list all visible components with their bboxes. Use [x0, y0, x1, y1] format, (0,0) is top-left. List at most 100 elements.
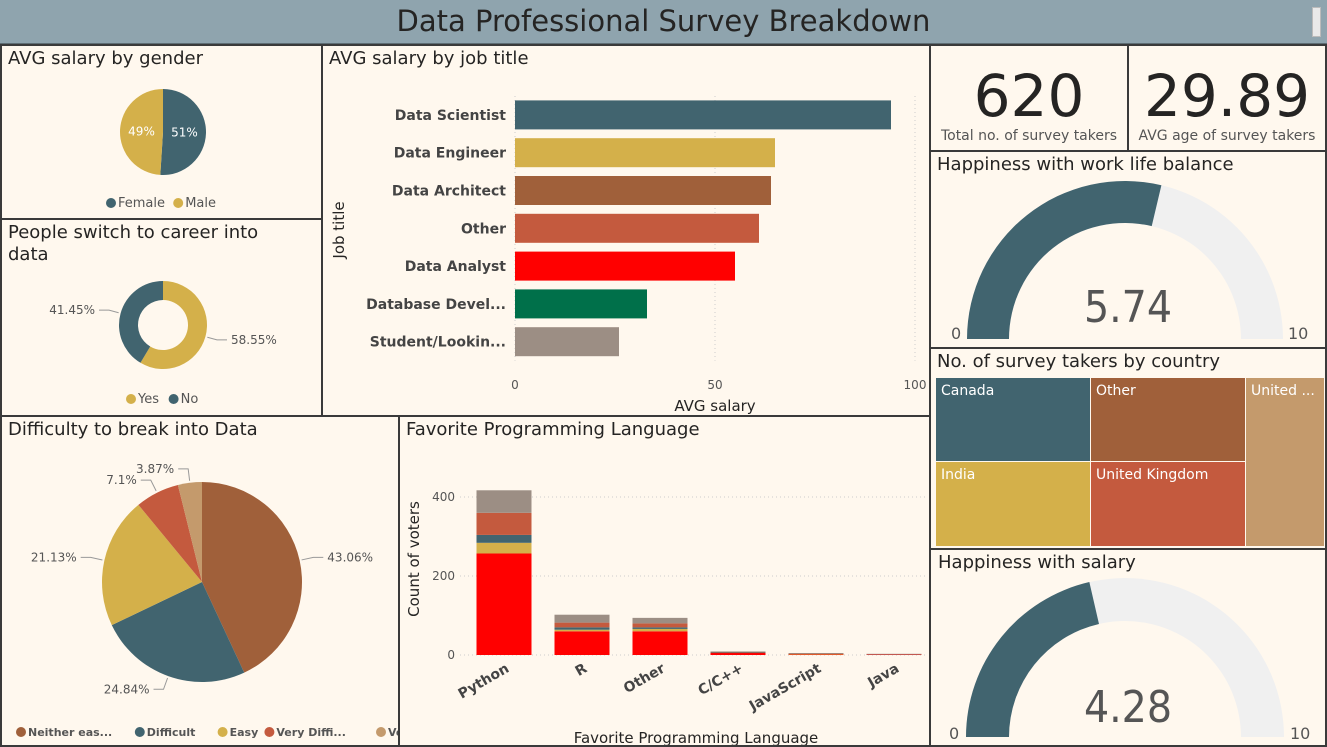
- difficulty-legend-label-3: Very Diffi...: [276, 726, 346, 739]
- treemap-cell-canada[interactable]: Canada: [935, 377, 1091, 462]
- gender-pie-label-female: 51%: [171, 126, 198, 140]
- lang-bar-0-seg-3[interactable]: [476, 512, 532, 535]
- lang-bar-2-seg-2[interactable]: [632, 627, 688, 629]
- job-bar-3[interactable]: [515, 213, 759, 243]
- gender-legend-label-0: Female: [118, 196, 165, 211]
- language-title: Favorite Programming Language: [406, 419, 700, 440]
- lang-bar-4-seg-4[interactable]: [788, 653, 844, 654]
- lang-bar-0-seg-2[interactable]: [476, 534, 532, 543]
- salary-gauge-fill[interactable]: [966, 582, 1099, 737]
- lang-bar-3-seg-4[interactable]: [710, 651, 766, 653]
- lang-bar-0-seg-1[interactable]: [476, 542, 532, 554]
- switch-donut-label-no: 41.45%: [49, 303, 95, 317]
- gender-salary-panel[interactable]: AVG salary by gender 51% 49% Female Male: [0, 44, 323, 220]
- lang-bar-2-seg-3[interactable]: [632, 623, 688, 628]
- dashboard-title: Data Professional Survey Breakdown: [396, 4, 931, 38]
- worklife-gauge-fill[interactable]: [967, 180, 1162, 339]
- job-salary-title: AVG salary by job title: [329, 48, 529, 69]
- job-bar-1[interactable]: [515, 138, 775, 168]
- lang-bar-1-seg-1[interactable]: [554, 629, 610, 632]
- difficulty-pie-chart[interactable]: 43.06% 24.84% 21.13% 7.1%3.87% Neither eas..…: [2, 417, 400, 747]
- job-bar-4[interactable]: [515, 251, 735, 281]
- lang-bar-1-seg-4[interactable]: [554, 614, 610, 623]
- job-category-label-6: Student/Lookin...: [370, 335, 506, 351]
- dashboard-header: Data Professional Survey Breakdown: [0, 0, 1327, 44]
- gender-pie-slice-female[interactable]: [160, 89, 207, 175]
- difficulty-pie-leader-3: [140, 479, 157, 492]
- job-category-label-3: Other: [461, 221, 506, 237]
- salary-gauge-panel[interactable]: Happiness with salary 4.28 0 10: [929, 548, 1327, 747]
- scrollbar-thumb[interactable]: [1312, 7, 1321, 37]
- career-switch-donut-chart[interactable]: 58.55% 41.45% Yes No: [2, 220, 323, 417]
- lang-bar-2-seg-4[interactable]: [632, 617, 688, 624]
- difficulty-legend-marker-0: [16, 727, 26, 737]
- lang-bar-3-seg-0[interactable]: [710, 652, 766, 655]
- difficulty-pie-label-0: 43.06%: [327, 550, 373, 564]
- difficulty-pie-slice-0[interactable]: [202, 482, 302, 673]
- job-xtick-0: 0: [511, 378, 519, 392]
- lang-bar-1-seg-0[interactable]: [554, 631, 610, 655]
- lang-category-label-0: Python: [456, 661, 512, 703]
- lang-bar-2-seg-1[interactable]: [632, 628, 688, 632]
- difficulty-pie-slice-2[interactable]: [102, 504, 202, 626]
- difficulty-pie-label-1: 24.84%: [104, 682, 150, 696]
- difficulty-pie-slice-1[interactable]: [111, 582, 245, 682]
- switch-legend-label-0: Yes: [137, 392, 159, 407]
- lang-bar-0-seg-4[interactable]: [476, 490, 532, 513]
- kpi-age-label: AVG age of survey takers: [1138, 128, 1316, 144]
- lang-bar-5-seg-4[interactable]: [866, 653, 922, 655]
- lang-y-axis-title: Count of voters: [405, 501, 423, 617]
- difficulty-pie-leader-4: [178, 468, 191, 481]
- treemap-cell-india[interactable]: India: [935, 461, 1091, 547]
- country-treemap-panel[interactable]: No. of survey takers by country Canada O…: [929, 347, 1327, 550]
- job-bar-0[interactable]: [515, 100, 891, 130]
- difficulty-pie-slice-4[interactable]: [177, 482, 202, 582]
- job-bar-6[interactable]: [515, 327, 619, 357]
- worklife-gauge[interactable]: [931, 152, 1327, 349]
- difficulty-legend-marker-2: [217, 727, 228, 737]
- job-xtick-1: 50: [707, 378, 722, 392]
- difficulty-pie-leader-1: [153, 677, 169, 690]
- switch-donut-slice-yes[interactable]: [140, 281, 207, 369]
- treemap-cell-united-kingdom[interactable]: United Kingdom: [1090, 461, 1246, 547]
- job-category-label-4: Data Analyst: [405, 259, 507, 275]
- lang-ytick-2: 400: [432, 490, 455, 504]
- switch-donut-leader-0: [207, 336, 227, 341]
- career-switch-title: People switch to career into data: [8, 222, 259, 265]
- difficulty-legend-label-4: Very Easy: [388, 726, 400, 739]
- lang-bar-0-seg-0[interactable]: [476, 553, 532, 655]
- kpi-age-card: 29.89 AVG age of survey takers: [1127, 44, 1327, 152]
- difficulty-legend-label-1: Difficult: [147, 726, 196, 739]
- worklife-gauge-min: 0: [951, 324, 962, 343]
- lang-bar-1-seg-2[interactable]: [554, 627, 610, 630]
- difficulty-pie-slice-3[interactable]: [138, 484, 202, 582]
- difficulty-legend-marker-4: [376, 727, 386, 737]
- career-switch-panel[interactable]: People switch to career into data 58.55%…: [0, 218, 323, 417]
- difficulty-pie-label-4: 3.87%: [136, 462, 174, 476]
- worklife-gauge-panel[interactable]: Happiness with work life balance 5.74 0 …: [929, 150, 1327, 349]
- gender-pie-slice-male[interactable]: [120, 89, 163, 175]
- lang-category-label-4: JavaScript: [746, 660, 824, 715]
- lang-ytick-1: 200: [432, 569, 455, 583]
- job-bar-2[interactable]: [515, 176, 771, 205]
- treemap-cell-united-states[interactable]: United ...: [1245, 377, 1325, 547]
- gender-pie-chart[interactable]: 51% 49% Female Male: [2, 46, 323, 220]
- salary-gauge[interactable]: [931, 550, 1327, 747]
- job-salary-panel[interactable]: AVG salary by job title 0 50 100 Data Scien…: [321, 44, 931, 417]
- kpi-total-card: 620 Total no. of survey takers: [929, 44, 1129, 152]
- switch-donut-slice-no[interactable]: [118, 281, 163, 363]
- switch-legend-marker-0: [126, 394, 136, 404]
- lang-category-label-5: Java: [864, 661, 902, 692]
- salary-gauge-min: 0: [949, 724, 960, 743]
- lang-bar-2-seg-0[interactable]: [632, 631, 688, 655]
- worklife-gauge-max: 10: [1288, 324, 1309, 343]
- switch-donut-leader-1: [99, 309, 119, 314]
- difficulty-panel[interactable]: Difficulty to break into Data 43.06% 24.8…: [0, 415, 400, 747]
- language-panel[interactable]: Favorite Programming Language 0 200 400 Pyt…: [398, 415, 931, 747]
- treemap-cell-other[interactable]: Other: [1090, 377, 1246, 462]
- switch-legend-label-1: No: [181, 392, 199, 407]
- job-bar-5[interactable]: [515, 289, 647, 319]
- lang-bar-1-seg-3[interactable]: [554, 622, 610, 628]
- job-salary-bar-chart[interactable]: 0 50 100 Data Scientist Data Engineer Data Ar…: [323, 46, 931, 417]
